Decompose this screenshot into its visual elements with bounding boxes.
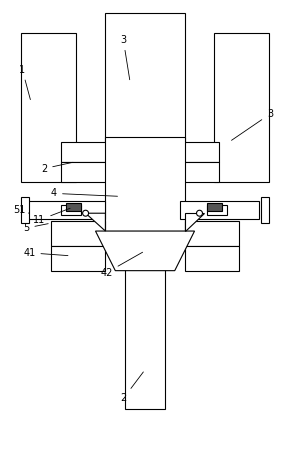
Text: 4: 4 [51, 188, 118, 198]
Bar [125, 266, 165, 409]
Bar [61, 205, 81, 215]
Text: 2: 2 [41, 162, 73, 174]
Bar [21, 197, 29, 223]
Bar [105, 137, 185, 231]
Text: 5: 5 [23, 223, 48, 233]
Polygon shape [96, 231, 195, 271]
Bar [185, 246, 239, 271]
Bar [105, 13, 185, 142]
Text: 51: 51 [13, 205, 29, 215]
Polygon shape [185, 213, 204, 231]
Bar [66, 203, 81, 211]
Text: 3: 3 [120, 35, 130, 80]
Bar [51, 246, 105, 271]
Circle shape [196, 210, 203, 216]
Text: 1: 1 [19, 65, 30, 99]
Bar [180, 162, 219, 181]
Bar [185, 221, 239, 246]
Bar [214, 33, 269, 181]
Polygon shape [86, 213, 105, 231]
Bar [261, 197, 269, 223]
Text: 41: 41 [23, 248, 68, 258]
Text: 11: 11 [33, 208, 70, 225]
Bar [26, 201, 105, 219]
Bar [51, 221, 105, 246]
Bar [180, 201, 259, 219]
Text: 3: 3 [231, 109, 273, 140]
Circle shape [83, 210, 88, 216]
Text: 42: 42 [101, 252, 143, 277]
Text: 2: 2 [120, 372, 143, 404]
Bar [208, 205, 227, 215]
Bar [21, 33, 76, 181]
Bar [180, 142, 219, 162]
Bar [61, 142, 110, 162]
Bar [61, 162, 110, 181]
Bar [208, 203, 222, 211]
